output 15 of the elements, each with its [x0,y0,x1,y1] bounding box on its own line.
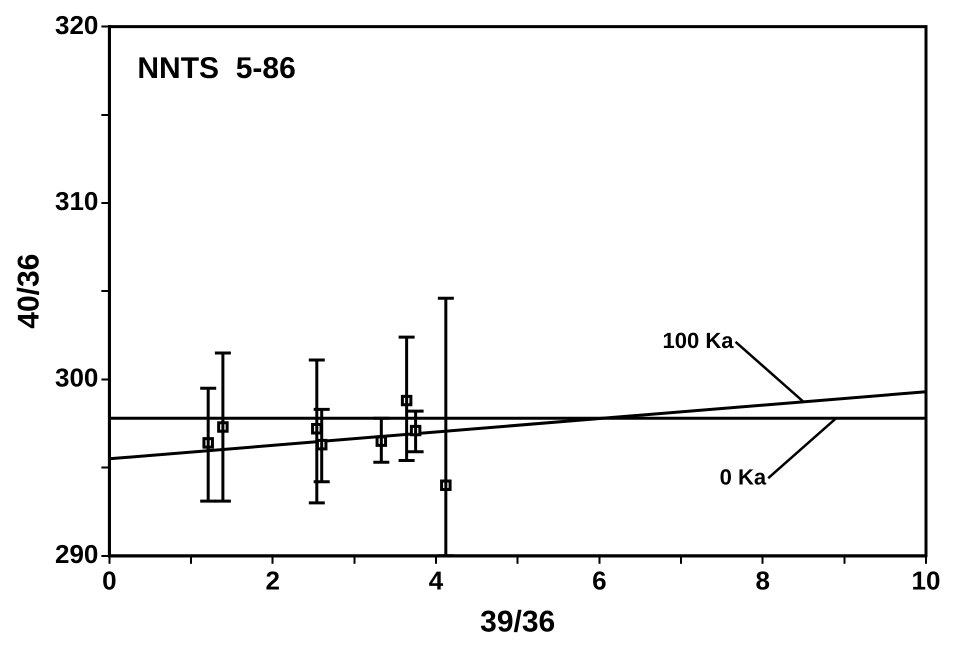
annotation: NNTS 5-86 [137,52,296,85]
y-tick-label: 290 [54,538,98,569]
y-tick-label: 300 [54,362,98,393]
y-tick-label: 310 [54,186,98,216]
y-axis-title: 40/36 [12,254,46,329]
x-tick-label: 8 [755,566,770,596]
x-tick-label: 0 [102,566,117,596]
x-tick-label: 2 [265,566,280,596]
text: 100 Ka [662,328,734,353]
x-tick-label: 6 [592,566,607,596]
x-tick-label: 4 [428,566,444,596]
text: 0 Ka [720,464,767,490]
y-tick-label: 320 [54,10,98,40]
x-axis-title: 39/36 [480,605,556,638]
x-tick-label: 10 [912,566,940,596]
